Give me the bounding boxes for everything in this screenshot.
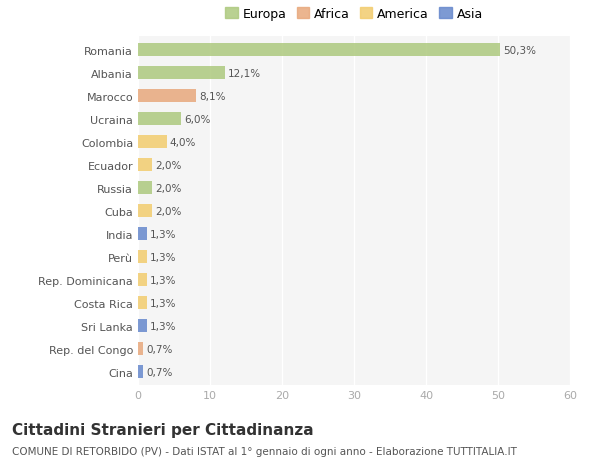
Text: 0,7%: 0,7% — [146, 344, 172, 354]
Bar — [138, 365, 143, 378]
Bar — [138, 90, 196, 103]
Text: 1,3%: 1,3% — [150, 275, 177, 285]
Bar — [138, 136, 167, 149]
Bar — [138, 159, 152, 172]
Text: 1,3%: 1,3% — [150, 229, 177, 239]
Text: 2,0%: 2,0% — [155, 160, 182, 170]
Text: 6,0%: 6,0% — [184, 114, 211, 124]
Text: 2,0%: 2,0% — [155, 206, 182, 216]
Text: 50,3%: 50,3% — [503, 45, 536, 56]
Bar — [138, 274, 148, 286]
Text: Cittadini Stranieri per Cittadinanza: Cittadini Stranieri per Cittadinanza — [12, 422, 314, 437]
Text: 1,3%: 1,3% — [150, 321, 177, 331]
Text: 2,0%: 2,0% — [155, 183, 182, 193]
Bar — [138, 205, 152, 218]
Text: 1,3%: 1,3% — [150, 252, 177, 262]
Legend: Europa, Africa, America, Asia: Europa, Africa, America, Asia — [223, 6, 485, 23]
Bar — [138, 251, 148, 263]
Bar — [138, 342, 143, 355]
Bar — [138, 67, 225, 80]
Text: 0,7%: 0,7% — [146, 367, 172, 377]
Text: 4,0%: 4,0% — [170, 137, 196, 147]
Text: 12,1%: 12,1% — [228, 68, 261, 78]
Text: 8,1%: 8,1% — [199, 91, 226, 101]
Bar — [138, 44, 500, 57]
Bar — [138, 297, 148, 309]
Text: COMUNE DI RETORBIDO (PV) - Dati ISTAT al 1° gennaio di ogni anno - Elaborazione : COMUNE DI RETORBIDO (PV) - Dati ISTAT al… — [12, 447, 517, 456]
Bar — [138, 113, 181, 126]
Bar — [138, 228, 148, 241]
Text: 1,3%: 1,3% — [150, 298, 177, 308]
Bar — [138, 182, 152, 195]
Bar — [138, 319, 148, 332]
